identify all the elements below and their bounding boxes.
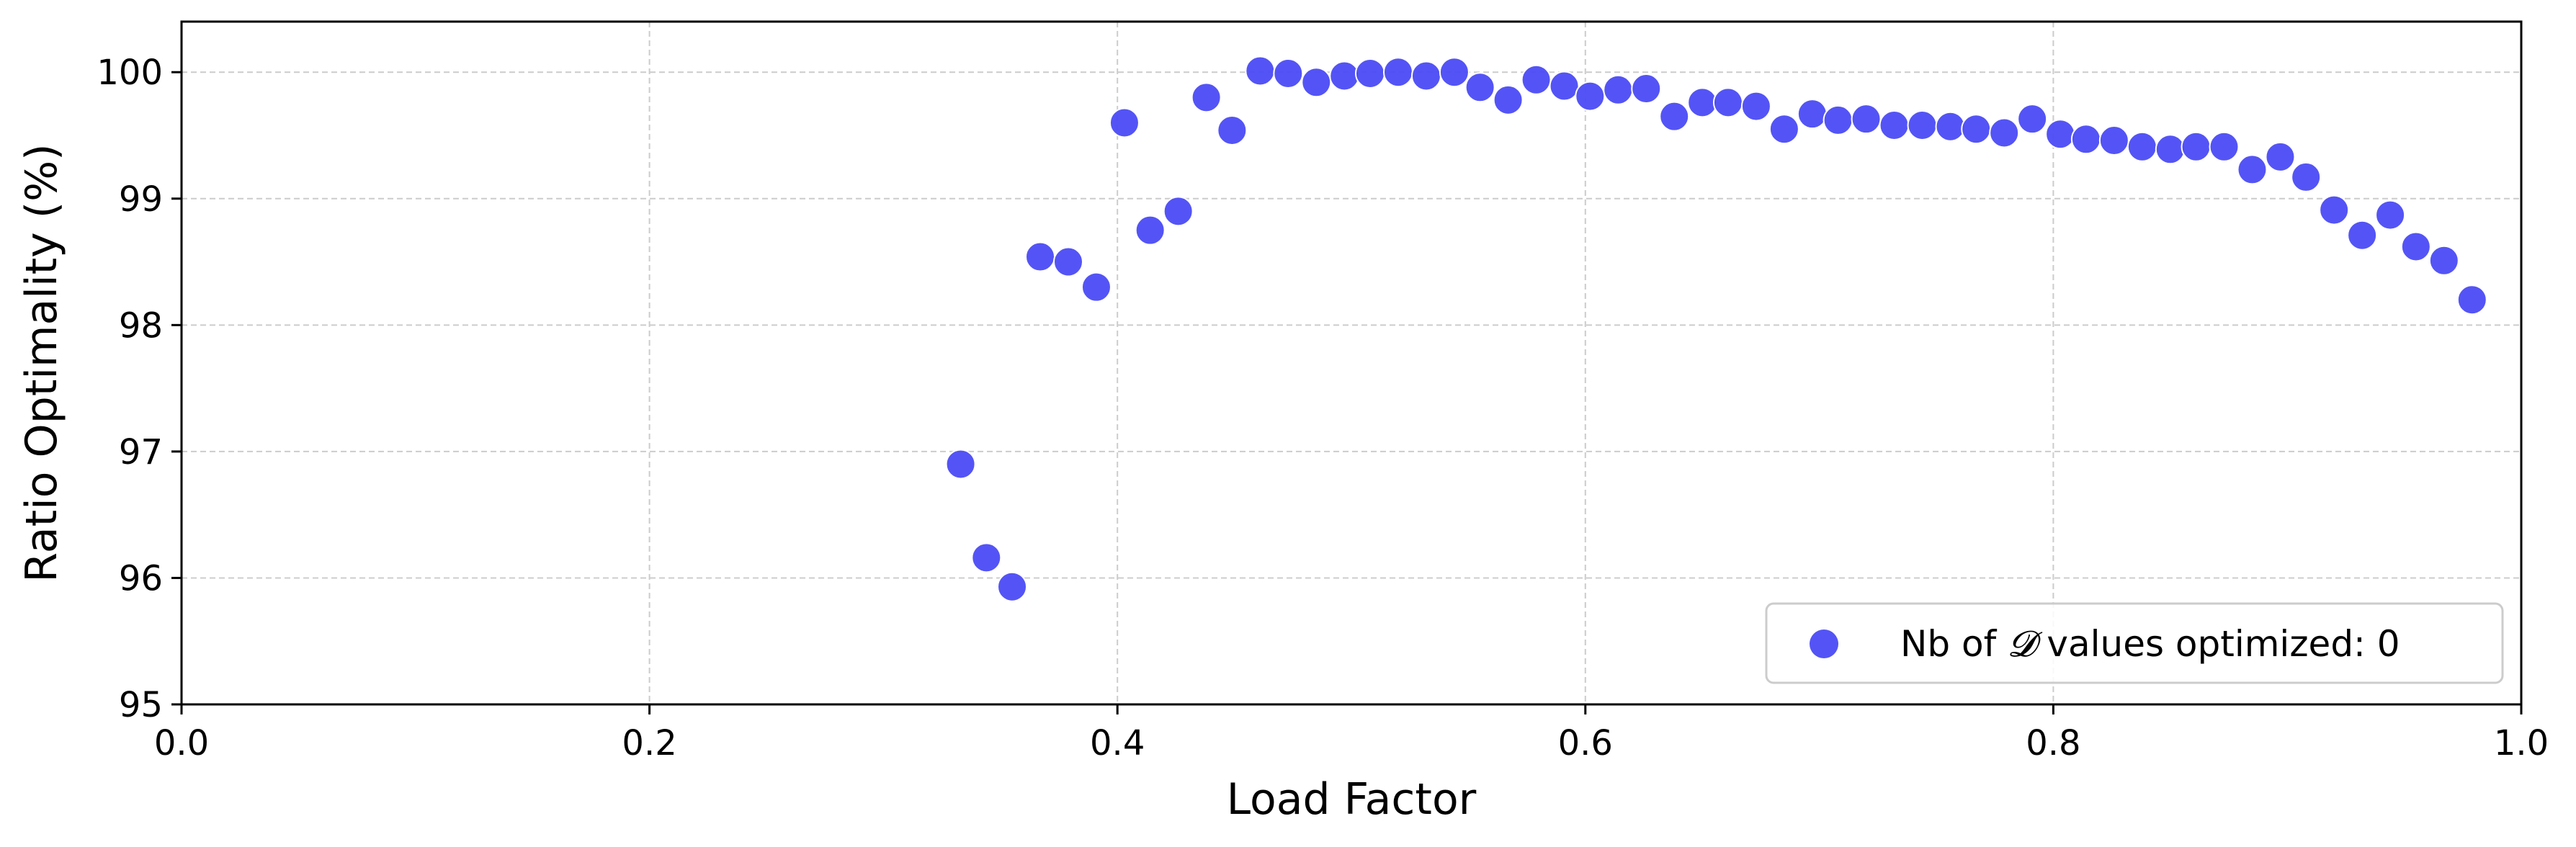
data-point — [1740, 91, 1771, 122]
data-point — [2265, 141, 2296, 172]
y-tick-label: 97 — [119, 432, 163, 472]
data-point — [1245, 55, 1276, 86]
data-point — [2098, 125, 2129, 156]
data-point — [2400, 231, 2431, 262]
data-point — [2155, 134, 2186, 165]
data-point — [971, 542, 1002, 573]
data-point — [1163, 196, 1194, 227]
data-point — [1659, 101, 1690, 132]
data-point — [1879, 109, 1910, 140]
data-point — [2237, 154, 2268, 185]
data-point — [1081, 272, 1112, 302]
x-axis-title: Load Factor — [1227, 774, 1477, 825]
data-point — [2456, 284, 2487, 315]
data-point — [1329, 60, 1360, 91]
legend-label: Nb of 𝓓 values optimized: 0 — [1900, 623, 2400, 665]
x-tick-label: 0.4 — [1090, 723, 1145, 763]
y-tick-label: 99 — [119, 179, 163, 220]
data-point — [1025, 241, 1056, 272]
data-point — [2319, 194, 2350, 225]
x-tick-label: 0.0 — [154, 723, 209, 763]
data-point — [1410, 60, 1441, 91]
y-tick-label: 98 — [119, 305, 163, 346]
data-point — [1382, 57, 1413, 88]
plot-area-frame — [180, 20, 2523, 706]
data-point — [1961, 114, 1992, 145]
data-point — [997, 571, 1028, 602]
data-point — [2375, 200, 2406, 230]
data-point — [2017, 104, 2048, 135]
data-point — [1464, 72, 1495, 103]
data-point — [1521, 64, 1552, 95]
data-point — [1109, 107, 1140, 138]
data-point — [1712, 87, 1743, 118]
data-point — [1135, 215, 1166, 246]
data-point — [1354, 58, 1385, 89]
data-point — [1273, 58, 1304, 89]
data-point — [1768, 114, 1799, 145]
data-point — [1797, 99, 1828, 130]
y-axis-title: Ratio Optimality (%) — [17, 143, 67, 582]
x-tick-label: 0.6 — [1558, 723, 1613, 763]
data-point — [1301, 67, 1332, 98]
x-tick-label: 0.2 — [622, 723, 676, 763]
data-point — [1493, 84, 1524, 115]
data-point — [1603, 74, 1634, 105]
data-point — [1052, 246, 1083, 277]
x-tick-label: 1.0 — [2494, 723, 2549, 763]
x-axis-ticks: 0.0 0.2 0.4 0.6 0.8 1.0 — [154, 704, 2549, 763]
data-point — [2181, 131, 2211, 162]
data-points — [945, 55, 2487, 602]
legend-marker — [1810, 629, 1838, 658]
data-point — [1191, 82, 1222, 113]
data-point — [1575, 81, 1606, 112]
data-point — [2428, 245, 2459, 276]
y-axis-ticks: 95 96 97 98 99 100 — [97, 53, 182, 725]
data-point — [1935, 111, 1966, 142]
data-point — [1439, 57, 1470, 88]
data-point — [2126, 131, 2157, 162]
data-point — [2347, 220, 2378, 251]
grid-lines — [181, 22, 2522, 705]
x-tick-label: 0.8 — [2026, 723, 2080, 763]
data-point — [1687, 87, 1718, 118]
data-point — [1823, 104, 1853, 135]
data-point — [945, 449, 976, 480]
data-point — [2045, 119, 2076, 150]
y-tick-label: 100 — [97, 53, 163, 93]
data-point — [2070, 124, 2101, 155]
legend: Nb of 𝓓 values optimized: 0 — [1765, 602, 2504, 684]
data-point — [1549, 71, 1580, 102]
data-point — [2291, 161, 2322, 192]
data-point — [1631, 73, 1662, 104]
legend-box — [1765, 602, 2504, 684]
data-point — [1989, 117, 2020, 148]
data-point — [1217, 115, 1248, 145]
y-tick-label: 96 — [119, 558, 163, 599]
data-point — [1851, 104, 1882, 135]
y-tick-label: 95 — [119, 685, 163, 725]
data-point — [2209, 131, 2240, 162]
data-point — [1907, 109, 1938, 140]
